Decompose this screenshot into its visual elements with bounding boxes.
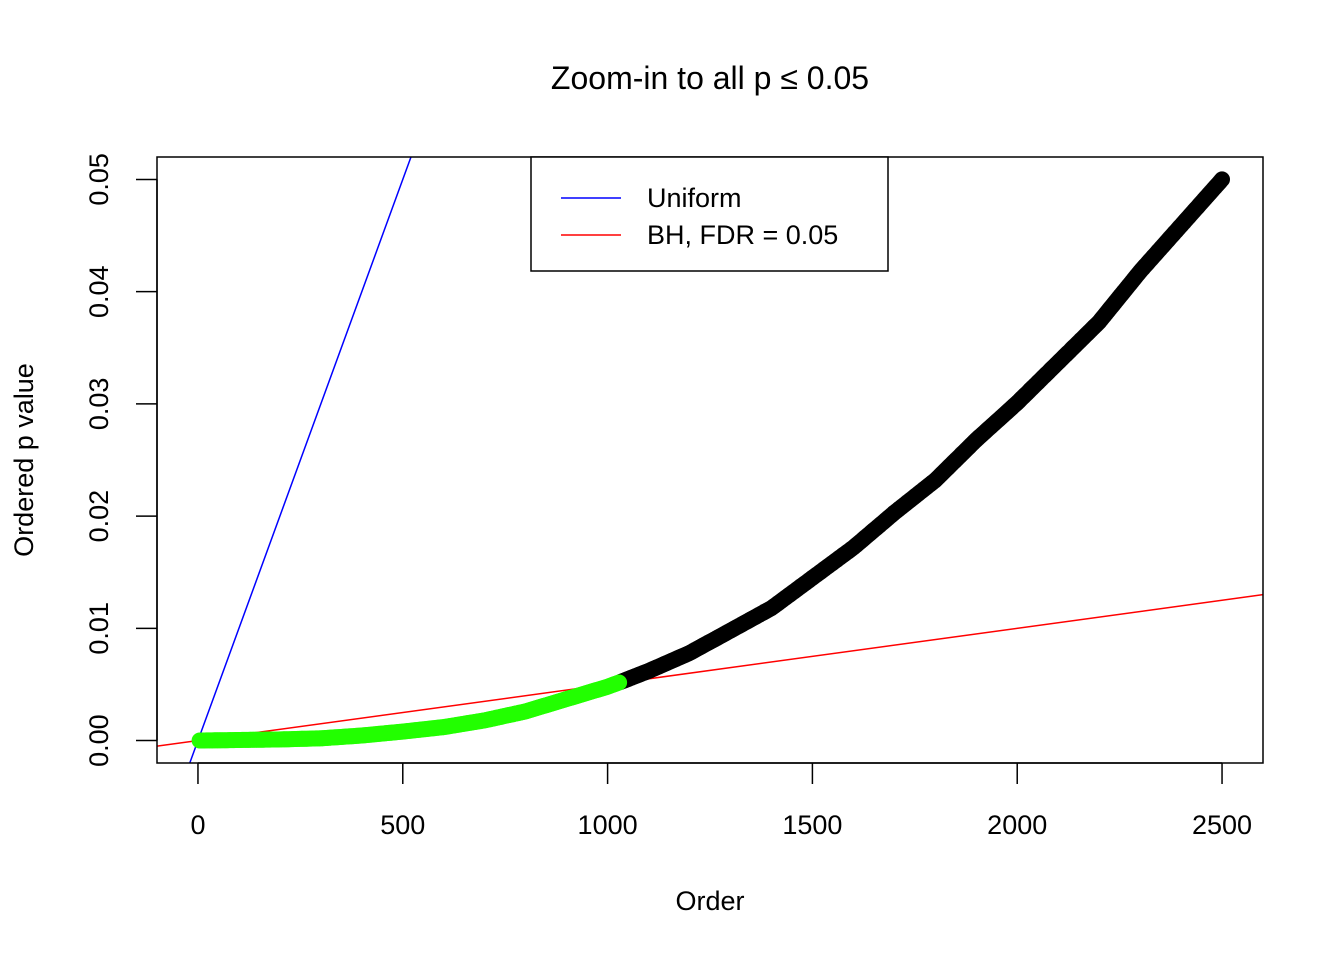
significant-point: [191, 732, 208, 749]
x-tick-label: 2500: [1192, 810, 1252, 840]
nonsignificant-points: [612, 171, 1230, 690]
legend-label-bh: BH, FDR = 0.05: [647, 220, 838, 250]
x-tick-label: 2000: [987, 810, 1047, 840]
legend: Uniform BH, FDR = 0.05: [530, 156, 889, 272]
x-tick-label: 500: [380, 810, 425, 840]
x-axis-label: Order: [675, 886, 744, 916]
plot-area: [157, 157, 1263, 763]
bh-threshold-line: [157, 593, 1263, 747]
y-tick-label: 0.00: [84, 714, 114, 767]
y-tick-label: 0.05: [84, 153, 114, 206]
y-axis-label: Ordered p value: [9, 363, 39, 557]
y-tick-label: 0.04: [84, 265, 114, 318]
y-tick-label: 0.03: [84, 378, 114, 431]
legend-label-uniform: Uniform: [647, 183, 742, 213]
y-tick-label: 0.02: [84, 490, 114, 543]
x-tick-label: 1000: [578, 810, 638, 840]
legend-box: [530, 156, 889, 272]
significant-points: [191, 674, 628, 749]
y-tick-label: 0.01: [84, 602, 114, 655]
x-tick-label: 1500: [782, 810, 842, 840]
uniform-line: [188, 157, 412, 763]
x-tick-label: 0: [190, 810, 205, 840]
chart-title: Zoom-in to all p ≤ 0.05: [551, 60, 869, 96]
